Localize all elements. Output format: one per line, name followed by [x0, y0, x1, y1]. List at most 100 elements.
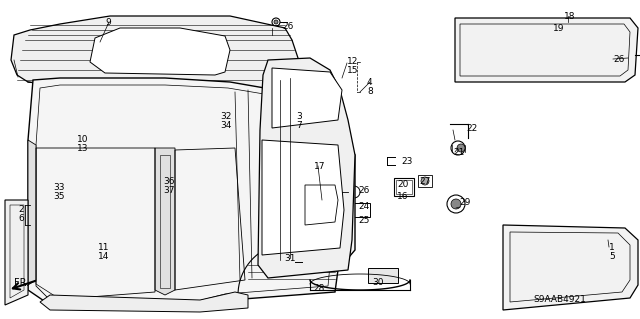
Text: 19: 19	[553, 24, 564, 33]
Text: 17: 17	[314, 162, 326, 171]
Bar	[587, 50, 605, 64]
Bar	[495, 30, 517, 68]
Text: 35: 35	[53, 192, 65, 201]
Bar	[539, 245, 557, 285]
Polygon shape	[90, 28, 230, 75]
Bar	[527, 50, 545, 64]
Text: 28: 28	[313, 284, 324, 293]
Text: 8: 8	[367, 87, 372, 96]
Text: 1: 1	[609, 243, 615, 252]
Circle shape	[274, 20, 278, 24]
Bar	[557, 50, 575, 64]
Bar	[368, 268, 398, 283]
Polygon shape	[155, 148, 175, 295]
Text: 27: 27	[419, 177, 430, 186]
Polygon shape	[5, 200, 28, 305]
Bar	[231, 299, 241, 306]
Text: S9AAB4921: S9AAB4921	[533, 295, 586, 304]
Text: 16: 16	[397, 192, 408, 201]
Bar	[103, 299, 113, 306]
Bar	[55, 299, 65, 306]
Text: 37: 37	[163, 186, 175, 195]
Text: 14: 14	[98, 252, 109, 261]
Polygon shape	[40, 292, 248, 312]
Bar	[527, 33, 545, 47]
Text: 2: 2	[18, 205, 24, 214]
Bar	[589, 248, 603, 264]
Bar	[587, 33, 605, 47]
Bar	[515, 245, 533, 285]
Text: 24: 24	[358, 202, 369, 211]
Bar	[315, 195, 337, 215]
Circle shape	[314, 283, 318, 287]
Bar	[465, 30, 487, 68]
Bar	[467, 33, 485, 47]
Polygon shape	[28, 140, 36, 285]
Text: 25: 25	[358, 216, 369, 225]
Circle shape	[421, 177, 429, 185]
Text: 15: 15	[347, 66, 358, 75]
Bar	[215, 299, 225, 306]
Bar	[418, 175, 432, 187]
Bar	[396, 180, 412, 194]
Circle shape	[451, 199, 461, 209]
Text: 30: 30	[372, 278, 383, 287]
Polygon shape	[258, 58, 355, 278]
Text: 32: 32	[220, 112, 232, 121]
Circle shape	[285, 257, 295, 267]
Bar	[394, 178, 414, 196]
Circle shape	[457, 144, 465, 152]
Text: 26: 26	[282, 22, 293, 31]
Bar	[71, 299, 81, 306]
Text: 5: 5	[609, 252, 615, 261]
Polygon shape	[503, 225, 638, 310]
Bar	[565, 248, 579, 264]
Text: 18: 18	[564, 12, 575, 21]
Bar	[302, 258, 312, 266]
Text: 26: 26	[613, 55, 625, 64]
Text: 6: 6	[18, 214, 24, 223]
Bar	[497, 50, 515, 64]
Bar	[199, 299, 209, 306]
Bar	[587, 245, 605, 285]
Text: 26: 26	[358, 186, 369, 195]
Bar	[135, 299, 145, 306]
Bar	[119, 299, 129, 306]
Bar	[151, 299, 161, 306]
Bar	[613, 248, 627, 264]
Bar	[87, 299, 97, 306]
Text: 33: 33	[53, 183, 65, 192]
Text: 13: 13	[77, 144, 88, 153]
Bar	[352, 203, 370, 217]
Bar	[541, 248, 555, 264]
Text: 31: 31	[284, 254, 296, 263]
Text: 3: 3	[296, 112, 301, 121]
Bar	[525, 30, 547, 68]
Bar	[611, 245, 629, 285]
Polygon shape	[272, 68, 342, 128]
Bar	[497, 33, 515, 47]
Bar	[167, 299, 177, 306]
Text: 20: 20	[397, 180, 408, 189]
Bar	[563, 245, 581, 285]
Text: 11: 11	[98, 243, 109, 252]
Text: 10: 10	[77, 135, 88, 144]
Bar	[517, 248, 531, 264]
Text: 23: 23	[401, 157, 412, 166]
Bar	[467, 50, 485, 64]
Text: 34: 34	[220, 121, 232, 130]
Bar	[183, 299, 193, 306]
Text: 4: 4	[367, 78, 372, 87]
Text: 21: 21	[453, 148, 465, 157]
Text: 7: 7	[296, 121, 301, 130]
Polygon shape	[262, 140, 344, 255]
Polygon shape	[455, 18, 638, 82]
Text: 9: 9	[105, 18, 111, 27]
Polygon shape	[11, 16, 312, 103]
Bar	[585, 30, 607, 68]
Text: FR.: FR.	[14, 278, 29, 288]
Text: 36: 36	[163, 177, 175, 186]
Bar	[555, 30, 577, 68]
Bar	[317, 197, 335, 213]
Bar	[557, 33, 575, 47]
